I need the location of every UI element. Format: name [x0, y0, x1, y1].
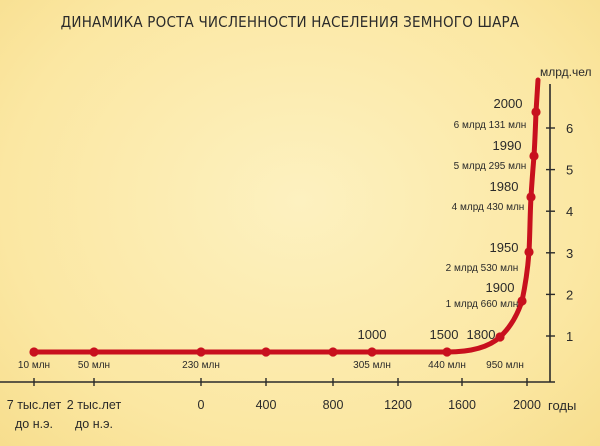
- data-point: [261, 347, 271, 357]
- y-tick-label: 1: [566, 329, 573, 344]
- annotation-label: 440 млн: [428, 360, 466, 371]
- annotation-label: 1950: [490, 240, 519, 255]
- x-tick-label: 1600: [448, 398, 476, 412]
- x-tick-label: 1200: [384, 398, 412, 412]
- x-tick-label: 800: [323, 398, 344, 412]
- annotation-label: 50 млн: [78, 360, 110, 371]
- data-point: [495, 332, 505, 342]
- annotation-label: 1800: [467, 327, 496, 342]
- annotation-label: 4 млрд 430 млн: [452, 202, 525, 213]
- y-tick-label: 2: [566, 287, 573, 302]
- x-tick-label: 0: [198, 398, 205, 412]
- series: [29, 77, 541, 357]
- x-unit-label: годы: [548, 398, 576, 413]
- x-tick-label: 2 тыс.лет: [67, 398, 122, 412]
- annotation-label: 230 млн: [182, 360, 220, 371]
- annotation-label: 1 млрд 660 млн: [446, 299, 519, 310]
- y-tick-label: 6: [566, 121, 573, 136]
- data-point: [89, 347, 99, 357]
- chart-title: ДИНАМИКА РОСТА ЧИСЛЕННОСТИ НАСЕЛЕНИЯ ЗЕМ…: [61, 13, 520, 31]
- annotation-label: 5 млрд 295 млн: [454, 161, 527, 172]
- annotation-label: 1990: [493, 138, 522, 153]
- annotation-label: 6 млрд 131 млн: [454, 120, 527, 131]
- data-point: [524, 247, 534, 257]
- data-point: [442, 347, 452, 357]
- x-tick-label: 400: [256, 398, 277, 412]
- x-tick-label: до н.э.: [75, 417, 113, 431]
- annotation-label: 2 млрд 530 млн: [446, 263, 519, 274]
- annotation-label: 305 млн: [353, 360, 391, 371]
- x-tick-label: до н.э.: [15, 417, 53, 431]
- data-point: [29, 347, 39, 357]
- data-point: [367, 347, 377, 357]
- y-tick-label: 3: [566, 246, 573, 261]
- annotation-label: 2000: [494, 96, 523, 111]
- x-tick-label: 2000: [513, 398, 541, 412]
- data-point: [529, 151, 539, 161]
- data-point: [196, 347, 206, 357]
- y-unit-label: млрд.чел: [540, 65, 592, 79]
- x-tick-label: 7 тыс.лет: [7, 398, 62, 412]
- y-tick-label: 4: [566, 204, 573, 219]
- x-ticks: 7 тыс.лет до н.э. 2 тыс.лет до н.э. 0 400 800 1…: [7, 378, 541, 431]
- annotation-label: 1900: [486, 280, 515, 295]
- annotation-label: 1980: [490, 179, 519, 194]
- data-point: [328, 347, 338, 357]
- annotation-label: 1500: [430, 327, 459, 342]
- y-tick-label: 5: [566, 163, 573, 178]
- annotations: 10 млн 50 млн 230 млн 305 млн 440 млн 950 млн…: [18, 96, 526, 371]
- annotation-label: 1000: [358, 327, 387, 342]
- data-point: [526, 192, 536, 202]
- annotation-label: 950 млн: [486, 360, 524, 371]
- data-point: [531, 107, 541, 117]
- y-ticks: 1 2 3 4 5 6: [546, 121, 573, 344]
- annotation-label: 10 млн: [18, 360, 50, 371]
- data-point: [517, 296, 527, 306]
